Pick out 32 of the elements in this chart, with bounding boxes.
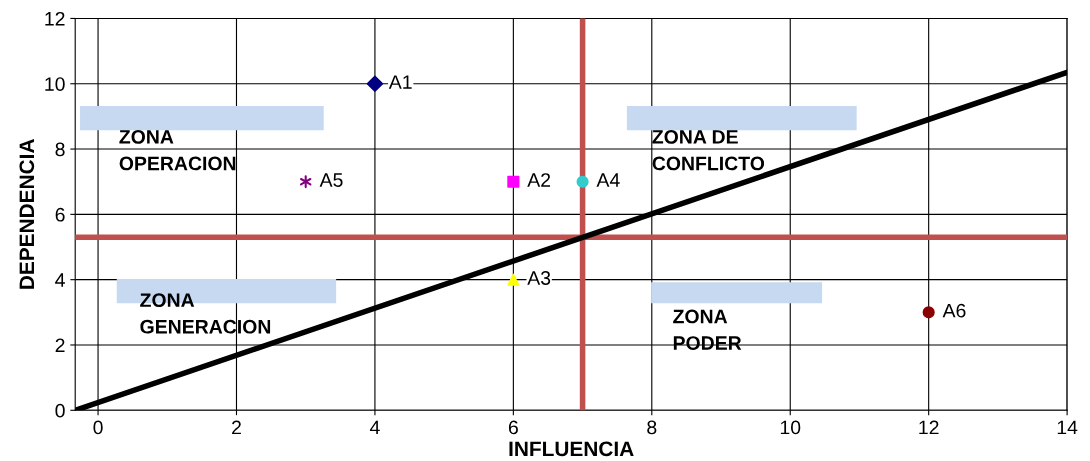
x-tick-label: 6 — [508, 420, 518, 435]
x-tick-label: 8 — [647, 420, 657, 435]
y-tick-label: 8 — [55, 142, 65, 157]
y-tick-label: 10 — [45, 77, 65, 91]
series-label: A1 — [388, 75, 412, 89]
x-tick-label: 10 — [780, 420, 801, 435]
series-label: A4 — [596, 173, 620, 187]
point — [507, 273, 520, 286]
y-tick-label: 4 — [55, 273, 65, 287]
y-axis-title: DEPENDENCIA — [19, 139, 35, 289]
series-label: A6 — [942, 303, 966, 318]
series-label: A3 — [527, 271, 551, 285]
x-tick-label: 14 — [1057, 420, 1078, 435]
point — [300, 175, 312, 189]
point — [507, 175, 520, 188]
series-label: A5 — [319, 173, 343, 187]
annotation: ZONA DE CONFLICTO — [652, 129, 765, 171]
point — [366, 75, 384, 93]
y-tick-label: 6 — [55, 207, 65, 222]
annotation: ZONA PODER — [673, 309, 742, 350]
annotation: ZONA OPERACION — [119, 129, 236, 171]
series-label: A2 — [527, 173, 551, 187]
x-axis-title: INFLUENCIA — [509, 441, 634, 457]
y-tick-label: 12 — [45, 11, 65, 26]
y-tick-label: 0 — [55, 403, 65, 418]
point — [576, 175, 589, 188]
y-tick-label: 2 — [55, 338, 65, 353]
x-tick-label: 4 — [369, 420, 380, 435]
x-tick-label: 0 — [93, 420, 103, 435]
point — [922, 306, 935, 319]
x-tick-label: 2 — [232, 420, 241, 435]
x-tick-label: 12 — [919, 420, 939, 435]
